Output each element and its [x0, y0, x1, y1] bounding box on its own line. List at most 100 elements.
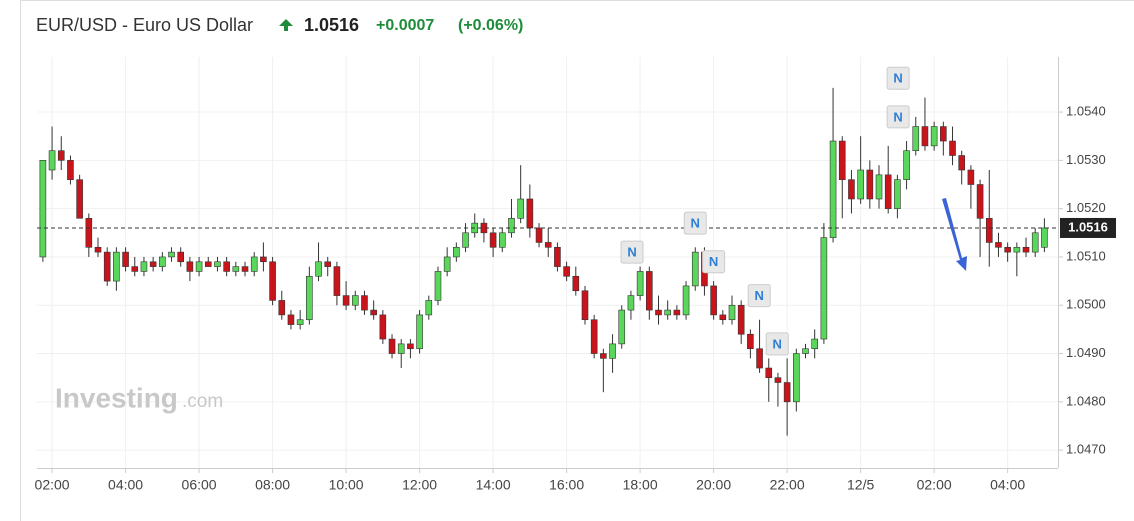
candle-body	[985, 218, 993, 243]
instrument-title: EUR/USD - Euro US Dollar	[36, 15, 253, 35]
candle-body	[342, 295, 350, 306]
x-tick-label: 16:00	[549, 477, 584, 493]
news-marker	[747, 284, 771, 308]
candles	[39, 87, 1048, 436]
candle-body	[140, 261, 148, 272]
candle-body	[554, 246, 561, 267]
candle-body	[995, 242, 1002, 248]
news-marker-label: N	[709, 254, 718, 269]
x-tick-label: 18:00	[623, 477, 658, 493]
candle-body	[278, 300, 286, 316]
candle-body	[682, 285, 690, 316]
candle-body	[940, 126, 947, 142]
candle-body	[48, 150, 56, 171]
candle-body	[783, 382, 791, 403]
candle-body	[857, 169, 864, 200]
candle-body	[866, 169, 874, 200]
candle-body	[195, 261, 203, 272]
candle-body	[416, 314, 423, 350]
watermark-suffix: .com	[182, 391, 223, 412]
x-tick-label: 12:00	[402, 477, 437, 493]
candle-body	[508, 218, 515, 234]
candle-body	[793, 353, 800, 403]
candle-body	[1022, 246, 1030, 253]
candle-body	[462, 232, 469, 248]
candle-body	[967, 169, 975, 185]
news-marker-label: N	[893, 109, 902, 124]
candle-body	[453, 246, 460, 258]
x-tick-label: 02:00	[917, 477, 952, 493]
candle-body	[315, 261, 322, 277]
news-marker-label: N	[755, 288, 764, 303]
candle-body	[600, 353, 607, 359]
candle-body	[149, 261, 157, 267]
x-tick-label: 02:00	[35, 477, 70, 493]
candle-body	[930, 126, 938, 147]
candle-body	[168, 251, 175, 258]
candle-body	[646, 271, 653, 311]
news-marker-label: N	[627, 245, 636, 260]
news-marker	[886, 105, 910, 129]
candle-body	[76, 179, 83, 219]
y-tick-label: 1.0540	[1066, 103, 1106, 118]
last-price-tag	[1060, 217, 1116, 238]
x-tick-label: 08:00	[255, 477, 290, 493]
candle-body	[388, 338, 396, 354]
x-tick-label: 06:00	[182, 477, 217, 493]
x-tick-label: 14:00	[476, 477, 511, 493]
candle-body	[728, 304, 736, 321]
candle-body	[765, 367, 773, 378]
news-marker	[765, 332, 789, 356]
news-marker	[886, 66, 910, 90]
candle-body	[407, 343, 414, 350]
candle-body	[535, 227, 543, 243]
candle-body	[223, 261, 230, 272]
candle-body	[306, 275, 313, 321]
candle-body	[563, 266, 570, 277]
news-marker	[702, 250, 726, 274]
overlay: 1.0516 N N N N N N N	[37, 66, 1116, 356]
candle-body	[655, 309, 662, 316]
x-tick-label: 04:00	[108, 477, 143, 493]
x-tick-label: 04:00	[990, 477, 1025, 493]
x-tick-label: 20:00	[696, 477, 731, 493]
candle-body	[875, 174, 883, 200]
y-tick-label: 1.0470	[1066, 442, 1106, 457]
candle-body	[159, 256, 166, 267]
x-tick-label: 22:00	[770, 477, 805, 493]
candle-body	[94, 246, 102, 253]
candle-body	[581, 290, 589, 321]
candle-body	[333, 266, 341, 296]
x-tick-label: 12/5	[847, 477, 874, 493]
candle-body	[85, 218, 93, 248]
watermark-brand: Investing	[55, 382, 178, 413]
candle-body	[894, 179, 901, 209]
candle-body	[691, 251, 699, 287]
candle-body	[122, 251, 129, 267]
y-tick-label: 1.0500	[1066, 297, 1106, 312]
up-arrow-icon	[279, 19, 293, 31]
last-price-label: 1.0516	[1068, 219, 1108, 234]
candle-body	[820, 237, 828, 340]
candle-body	[949, 140, 956, 156]
candle-body	[434, 271, 442, 301]
candle-body	[269, 261, 276, 301]
y-tick-label: 1.0490	[1066, 345, 1106, 360]
candle-body	[57, 150, 65, 161]
y-tick-label: 1.0530	[1066, 152, 1106, 167]
candle-body	[1013, 246, 1021, 253]
candle-body	[756, 348, 763, 369]
candle-body	[260, 256, 267, 263]
candle-body	[848, 179, 855, 200]
candle-body	[186, 261, 194, 272]
candle-body	[811, 338, 818, 350]
candle-body	[627, 295, 635, 311]
candle-body	[67, 160, 74, 180]
x-tick-label: 10:00	[329, 477, 364, 493]
candle-body	[113, 251, 120, 282]
candle-body	[921, 126, 929, 147]
candle-body	[425, 300, 433, 316]
candle-body	[838, 140, 846, 180]
candle-body	[884, 174, 892, 209]
